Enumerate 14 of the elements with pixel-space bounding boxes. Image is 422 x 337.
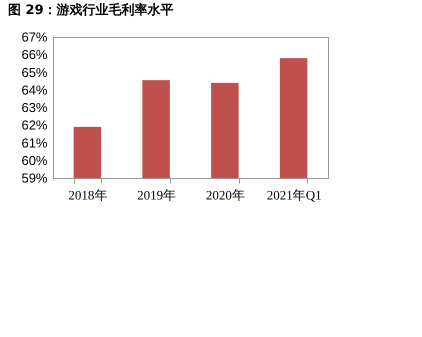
chart-title: 图 29：游戏行业毛利率水平 bbox=[8, 2, 174, 18]
x-tick-label: 2018年 bbox=[68, 188, 108, 202]
x-tick-label: 2019年 bbox=[137, 188, 176, 202]
x-tick-label: 2021年Q1 bbox=[266, 188, 322, 202]
y-tick-label: 66% bbox=[21, 47, 48, 62]
x-tick-label: 2020年 bbox=[206, 188, 245, 202]
y-tick-label: 67% bbox=[21, 30, 48, 44]
y-tick-label: 64% bbox=[21, 82, 48, 98]
y-tick-label: 62% bbox=[21, 118, 48, 133]
y-tick-label: 59% bbox=[21, 170, 48, 186]
y-tick-label: 63% bbox=[21, 100, 48, 115]
y-tick-label: 60% bbox=[21, 152, 48, 168]
y-tick-label: 65% bbox=[21, 64, 48, 80]
y-tick-label: 61% bbox=[21, 135, 48, 150]
